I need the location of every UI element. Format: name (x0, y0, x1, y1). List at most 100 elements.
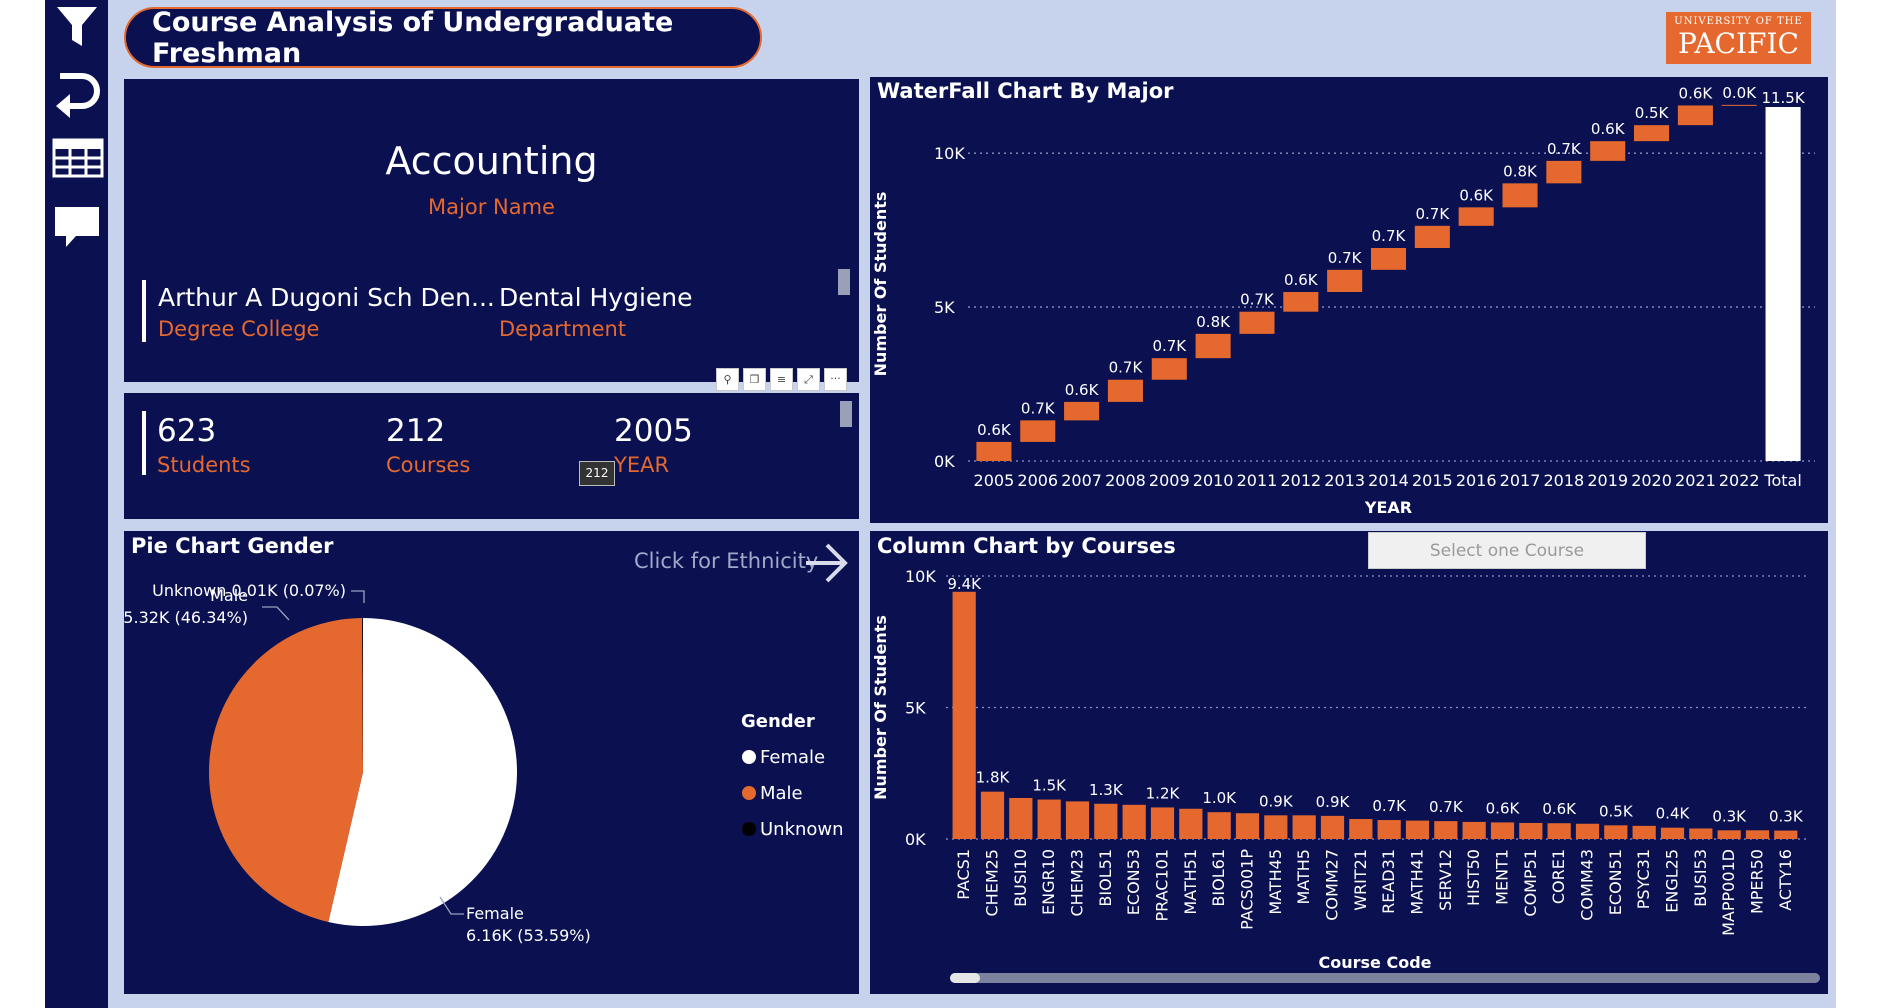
column-bar[interactable] (1689, 828, 1713, 839)
waterfall-bar[interactable] (1327, 269, 1363, 293)
legend-item-male[interactable]: Male (742, 775, 844, 811)
total-bar[interactable] (1765, 107, 1801, 461)
column-bar[interactable] (1179, 808, 1203, 839)
x-tick-label: BIOL61 (1209, 849, 1228, 907)
waterfall-bar[interactable] (1590, 141, 1626, 161)
column-bar[interactable] (1717, 830, 1741, 839)
waterfall-bar[interactable] (1414, 225, 1450, 248)
column-bar[interactable] (1632, 825, 1656, 839)
column-bar[interactable] (1207, 812, 1231, 839)
waterfall-bar[interactable] (1634, 125, 1670, 142)
column-bar[interactable] (1604, 825, 1628, 839)
table-icon[interactable] (52, 138, 104, 178)
pie-slice-male[interactable] (208, 618, 363, 923)
pie-slice-female[interactable] (328, 618, 517, 926)
horizontal-scrollbar[interactable] (950, 973, 1820, 983)
waterfall-bar[interactable] (1020, 420, 1056, 442)
university-logo: UNIVERSITY OF THE PACIFIC (1666, 12, 1811, 64)
department-value: Dental Hygiene (499, 283, 693, 312)
column-bar[interactable] (980, 791, 1005, 839)
legend-title: Gender (741, 711, 815, 732)
major-value: Accounting (385, 139, 598, 183)
y-axis-title: Number Of Students (871, 192, 890, 377)
column-bar[interactable] (1320, 815, 1345, 839)
waterfall-bar[interactable] (1677, 105, 1713, 126)
x-tick-label: 2009 (1149, 471, 1190, 490)
waterfall-bar[interactable] (1502, 183, 1538, 208)
data-label: 0.3K (1769, 808, 1804, 826)
year-value: 2005 (614, 413, 693, 449)
waterfall-bar[interactable] (1151, 358, 1187, 380)
column-bar[interactable] (1065, 801, 1090, 839)
comment-icon[interactable] (52, 204, 102, 250)
column-bar[interactable] (1235, 813, 1260, 839)
x-tick-label: PACS1 (954, 849, 973, 900)
x-tick-label: HIST50 (1464, 849, 1483, 906)
scrollbar-thumb[interactable] (840, 401, 852, 427)
course-dropdown[interactable]: Select one Course (1368, 532, 1646, 569)
legend-item-female[interactable]: Female (742, 739, 844, 775)
column-bar[interactable] (1292, 815, 1316, 839)
column-bar[interactable] (1405, 820, 1430, 839)
waterfall-chart: 0K 5K 10K Number Of Students YEAR 0.6K 2005 0.7… (871, 84, 1815, 517)
data-label: 0.6K (1591, 120, 1626, 138)
data-label: 0.6K (1065, 381, 1100, 399)
column-bar[interactable] (1490, 822, 1515, 839)
column-bar[interactable] (1547, 823, 1571, 839)
column-bar[interactable] (1349, 819, 1373, 839)
filter-small-icon[interactable]: ≡ (770, 368, 793, 391)
data-label: 0.7K (1328, 249, 1363, 267)
x-tick-label: MATH41 (1408, 849, 1427, 915)
column-bar[interactable] (1264, 815, 1288, 839)
column-bar[interactable] (1150, 807, 1175, 839)
column-panel: Column Chart by Courses 0K 5K 10K Number Of… (870, 531, 1828, 994)
filter-icon[interactable] (52, 2, 102, 50)
x-tick-label: BUSI53 (1691, 849, 1710, 907)
column-bar[interactable] (952, 591, 976, 839)
waterfall-bar[interactable] (1458, 207, 1494, 226)
x-tick-label: 2010 (1193, 471, 1234, 490)
waterfall-bar[interactable] (976, 441, 1012, 461)
column-bar[interactable] (1122, 804, 1146, 839)
waterfall-bar[interactable] (1195, 333, 1231, 359)
x-tick-label: 2020 (1631, 471, 1672, 490)
ethnicity-link[interactable]: Click for Ethnicity (634, 549, 819, 573)
x-tick-label: CHEM25 (983, 849, 1002, 916)
legend-item-unknown[interactable]: Unknown (742, 811, 844, 847)
waterfall-bar[interactable] (1370, 247, 1407, 270)
copy-icon[interactable]: ❐ (743, 368, 766, 391)
waterfall-bar[interactable] (1283, 292, 1319, 312)
pin-icon[interactable]: ⚲ (716, 368, 739, 391)
arrow-right-icon[interactable] (803, 541, 851, 585)
column-bar[interactable] (1462, 821, 1486, 839)
waterfall-bar[interactable] (1546, 160, 1582, 184)
x-tick-label: COMP51 (1521, 849, 1540, 917)
waterfall-bar[interactable] (1064, 401, 1100, 421)
column-bar[interactable] (1094, 803, 1118, 839)
waterfall-title: WaterFall Chart By Major (877, 79, 1174, 103)
waterfall-bar[interactable] (1721, 104, 1757, 106)
column-bar[interactable] (1009, 797, 1033, 839)
more-options-icon[interactable]: ··· (824, 368, 847, 391)
accent-bar (142, 280, 146, 342)
column-bar[interactable] (1660, 827, 1685, 839)
scrollbar-thumb[interactable] (838, 269, 850, 295)
waterfall-bar[interactable] (1107, 379, 1143, 402)
x-tick-label: COMM27 (1323, 849, 1342, 921)
x-tick-label: PSYC31 (1634, 849, 1653, 909)
column-bar[interactable] (1519, 822, 1543, 839)
undo-icon[interactable] (52, 66, 102, 118)
column-bar[interactable] (1434, 821, 1458, 839)
column-bar[interactable] (1575, 823, 1600, 839)
column-bar[interactable] (1037, 799, 1061, 839)
x-tick-label: 2006 (1017, 471, 1058, 490)
data-label: 0.6K (1542, 800, 1577, 818)
data-label: 0.6K (1679, 84, 1714, 102)
waterfall-bar[interactable] (1239, 311, 1275, 334)
scrollbar-thumb[interactable] (950, 973, 980, 983)
column-bar[interactable] (1774, 830, 1798, 839)
focus-mode-icon[interactable]: ⤢ (797, 368, 820, 391)
data-label: 0.8K (1503, 162, 1538, 180)
column-bar[interactable] (1745, 830, 1770, 839)
column-bar[interactable] (1377, 820, 1401, 839)
